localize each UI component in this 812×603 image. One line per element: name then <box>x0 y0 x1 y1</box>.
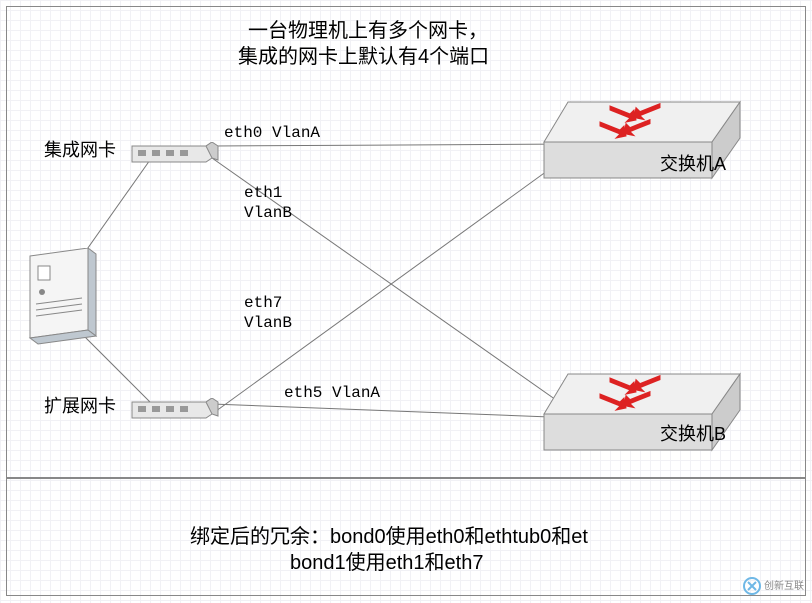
nic-bottom-label: 扩展网卡 <box>44 392 116 418</box>
server-node <box>20 248 98 359</box>
switch-a <box>540 98 750 193</box>
link-label: eth1 <box>244 184 282 202</box>
link-label: VlanB <box>244 314 292 332</box>
footer-line2: bond1使用eth1和eth7 <box>290 546 483 575</box>
link-label: eth0 VlanA <box>224 124 320 142</box>
link-label: VlanB <box>244 204 292 222</box>
link-label: eth5 VlanA <box>284 384 380 402</box>
footer-line1: 绑定后的冗余：bond0使用eth0和ethtub0和et <box>190 520 588 549</box>
header-line1: 一台物理机上有多个网卡， <box>248 14 488 43</box>
switch-b-label: 交换机B <box>660 420 726 446</box>
watermark-icon <box>743 577 761 595</box>
watermark-text: 创新互联 <box>764 581 804 592</box>
nic-top-label: 集成网卡 <box>44 136 116 162</box>
link-label: eth7 <box>244 294 282 312</box>
watermark: 创新互联 <box>743 577 804 595</box>
switch-b <box>540 370 750 465</box>
header-line2: 集成的网卡上默认有4个端口 <box>238 40 489 69</box>
switch-a-label: 交换机A <box>660 150 726 176</box>
nic-bottom <box>128 398 222 439</box>
nic-top <box>128 142 222 183</box>
